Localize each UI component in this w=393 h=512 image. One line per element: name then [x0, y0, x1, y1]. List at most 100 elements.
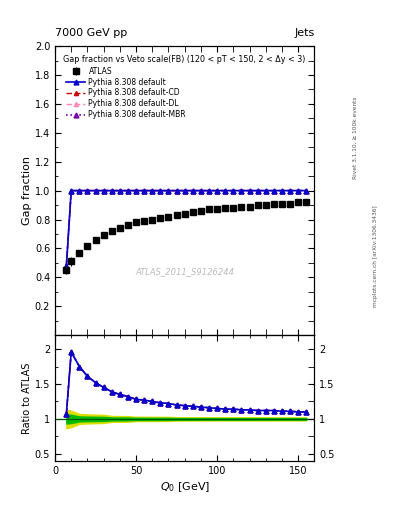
Pythia 8.308 default-DL: [263, 187, 268, 194]
Pythia 8.308 default: [64, 263, 69, 269]
Pythia 8.308 default-DL: [166, 187, 171, 194]
Text: ATLAS_2011_S9126244: ATLAS_2011_S9126244: [135, 267, 234, 276]
Pythia 8.308 default-MBR: [77, 187, 82, 194]
Pythia 8.308 default-MBR: [93, 187, 98, 194]
Pythia 8.308 default-MBR: [198, 187, 203, 194]
Pythia 8.308 default-DL: [134, 187, 138, 194]
Pythia 8.308 default: [272, 187, 276, 194]
Pythia 8.308 default-CD: [158, 187, 163, 194]
Pythia 8.308 default: [198, 187, 203, 194]
Pythia 8.308 default-MBR: [64, 263, 69, 269]
Line: Pythia 8.308 default-DL: Pythia 8.308 default-DL: [64, 188, 309, 268]
Pythia 8.308 default-MBR: [174, 187, 179, 194]
Legend: ATLAS, Pythia 8.308 default, Pythia 8.308 default-CD, Pythia 8.308 default-DL, P: ATLAS, Pythia 8.308 default, Pythia 8.30…: [64, 65, 188, 121]
Pythia 8.308 default-DL: [207, 187, 211, 194]
Pythia 8.308 default: [77, 187, 82, 194]
Pythia 8.308 default-DL: [231, 187, 236, 194]
Pythia 8.308 default-MBR: [166, 187, 171, 194]
Pythia 8.308 default-DL: [296, 187, 301, 194]
Pythia 8.308 default: [118, 187, 122, 194]
Pythia 8.308 default-MBR: [182, 187, 187, 194]
Pythia 8.308 default-CD: [166, 187, 171, 194]
Line: Pythia 8.308 default: Pythia 8.308 default: [64, 188, 309, 268]
Pythia 8.308 default-CD: [288, 187, 292, 194]
Pythia 8.308 default-MBR: [150, 187, 155, 194]
Pythia 8.308 default-MBR: [223, 187, 228, 194]
Pythia 8.308 default-DL: [198, 187, 203, 194]
Pythia 8.308 default-MBR: [231, 187, 236, 194]
Pythia 8.308 default: [158, 187, 163, 194]
Pythia 8.308 default: [247, 187, 252, 194]
Pythia 8.308 default-MBR: [69, 187, 73, 194]
Pythia 8.308 default-MBR: [109, 187, 114, 194]
Pythia 8.308 default-CD: [223, 187, 228, 194]
Pythia 8.308 default-DL: [239, 187, 244, 194]
Pythia 8.308 default-DL: [118, 187, 122, 194]
Pythia 8.308 default-DL: [280, 187, 285, 194]
Pythia 8.308 default: [191, 187, 195, 194]
Pythia 8.308 default-MBR: [215, 187, 220, 194]
Pythia 8.308 default-CD: [198, 187, 203, 194]
Pythia 8.308 default-CD: [85, 187, 90, 194]
Pythia 8.308 default-CD: [174, 187, 179, 194]
Pythia 8.308 default-MBR: [85, 187, 90, 194]
Pythia 8.308 default-CD: [191, 187, 195, 194]
Pythia 8.308 default-CD: [280, 187, 285, 194]
Pythia 8.308 default-DL: [191, 187, 195, 194]
Pythia 8.308 default-MBR: [255, 187, 260, 194]
Pythia 8.308 default-DL: [101, 187, 106, 194]
Pythia 8.308 default-DL: [247, 187, 252, 194]
Pythia 8.308 default-MBR: [288, 187, 292, 194]
Pythia 8.308 default-MBR: [126, 187, 130, 194]
Pythia 8.308 default-MBR: [263, 187, 268, 194]
Pythia 8.308 default: [85, 187, 90, 194]
Pythia 8.308 default-DL: [77, 187, 82, 194]
Pythia 8.308 default-DL: [142, 187, 147, 194]
Pythia 8.308 default: [239, 187, 244, 194]
Pythia 8.308 default-MBR: [239, 187, 244, 194]
Pythia 8.308 default-DL: [150, 187, 155, 194]
Text: mcplots.cern.ch [arXiv:1306.3436]: mcplots.cern.ch [arXiv:1306.3436]: [373, 205, 378, 307]
Pythia 8.308 default-MBR: [118, 187, 122, 194]
Pythia 8.308 default: [263, 187, 268, 194]
Pythia 8.308 default-CD: [134, 187, 138, 194]
Pythia 8.308 default-CD: [93, 187, 98, 194]
Pythia 8.308 default: [174, 187, 179, 194]
Pythia 8.308 default-CD: [109, 187, 114, 194]
Pythia 8.308 default: [182, 187, 187, 194]
X-axis label: $Q_0$ [GeV]: $Q_0$ [GeV]: [160, 480, 210, 494]
Pythia 8.308 default-CD: [272, 187, 276, 194]
Pythia 8.308 default-CD: [77, 187, 82, 194]
Pythia 8.308 default-CD: [150, 187, 155, 194]
Pythia 8.308 default-CD: [263, 187, 268, 194]
Pythia 8.308 default: [166, 187, 171, 194]
Pythia 8.308 default-DL: [93, 187, 98, 194]
Pythia 8.308 default: [207, 187, 211, 194]
Pythia 8.308 default-MBR: [207, 187, 211, 194]
Line: Pythia 8.308 default-MBR: Pythia 8.308 default-MBR: [64, 188, 309, 268]
Pythia 8.308 default-DL: [109, 187, 114, 194]
Y-axis label: Gap fraction: Gap fraction: [22, 156, 32, 225]
Pythia 8.308 default-CD: [69, 187, 73, 194]
Pythia 8.308 default: [296, 187, 301, 194]
Pythia 8.308 default: [231, 187, 236, 194]
Pythia 8.308 default-DL: [174, 187, 179, 194]
Pythia 8.308 default-DL: [69, 187, 73, 194]
Pythia 8.308 default-DL: [158, 187, 163, 194]
Pythia 8.308 default: [304, 187, 309, 194]
Pythia 8.308 default-CD: [207, 187, 211, 194]
Pythia 8.308 default-CD: [142, 187, 147, 194]
Pythia 8.308 default: [93, 187, 98, 194]
Pythia 8.308 default-DL: [304, 187, 309, 194]
Pythia 8.308 default: [150, 187, 155, 194]
Text: Rivet 3.1.10, ≥ 100k events: Rivet 3.1.10, ≥ 100k events: [353, 97, 358, 180]
Pythia 8.308 default: [134, 187, 138, 194]
Pythia 8.308 default-DL: [126, 187, 130, 194]
Pythia 8.308 default-MBR: [296, 187, 301, 194]
Pythia 8.308 default-MBR: [280, 187, 285, 194]
Pythia 8.308 default: [223, 187, 228, 194]
Pythia 8.308 default: [126, 187, 130, 194]
Line: Pythia 8.308 default-CD: Pythia 8.308 default-CD: [64, 188, 309, 268]
Pythia 8.308 default-CD: [215, 187, 220, 194]
Pythia 8.308 default-CD: [64, 263, 69, 269]
